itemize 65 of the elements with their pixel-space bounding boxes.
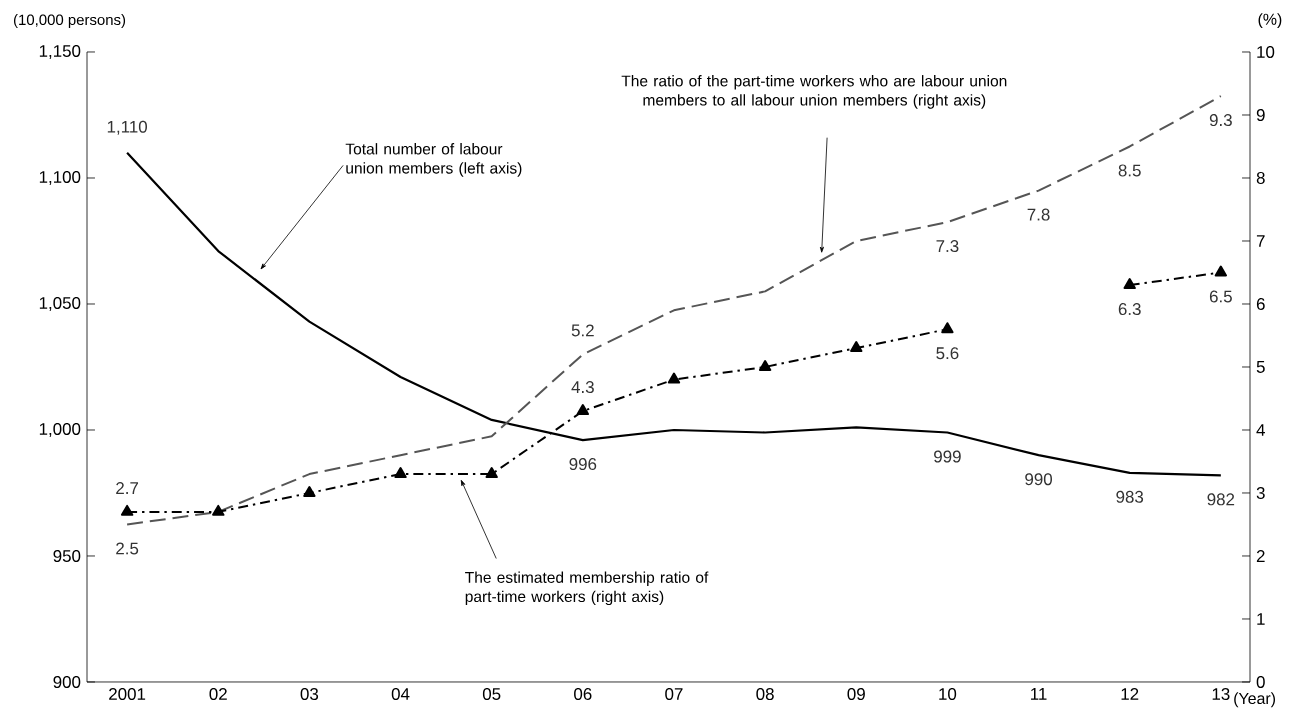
x-tick-label: 07 — [665, 687, 683, 700]
y-tick-label: 1,050 — [39, 296, 81, 311]
point — [850, 341, 863, 352]
y-axis-title: (10,000 persons) — [13, 14, 126, 28]
x-tick-label: 10 — [939, 687, 957, 700]
point — [212, 504, 225, 516]
point — [1123, 278, 1136, 289]
point — [576, 404, 590, 415]
y2-axis-title: (%) — [1258, 13, 1282, 28]
data-label: 996 — [569, 457, 597, 470]
data-label: 982 — [1207, 493, 1235, 506]
data-label: 6.3 — [1118, 303, 1141, 315]
point — [485, 467, 498, 478]
y2-tick-label: 10 — [1257, 45, 1275, 58]
annotation: The ratio of the part-time workers who are labour union members to all labour union members (right axis) — [621, 74, 1007, 109]
y2-tick-label: 5 — [1256, 360, 1265, 373]
data-label: 5.2 — [571, 324, 594, 337]
data-label: 5.6 — [936, 347, 959, 360]
data-label: 2.7 — [116, 481, 139, 494]
point — [1214, 265, 1228, 277]
data-label: 8.5 — [1118, 164, 1141, 177]
data-label: 6.5 — [1209, 290, 1232, 303]
data-label: 999 — [934, 450, 961, 463]
point — [394, 467, 407, 478]
data-label: 7.3 — [936, 240, 959, 252]
y2-tick-label: 6 — [1256, 297, 1265, 310]
y2-tick-label: 1 — [1257, 613, 1265, 625]
data-label: 9.3 — [1209, 114, 1232, 126]
x-tick-label: 03 — [300, 687, 319, 700]
x-axis-title: (Year) — [1234, 692, 1276, 708]
y-tick-label: 900 — [53, 675, 81, 688]
x-tick-label: 13 — [1212, 687, 1230, 700]
y-tick-label: 1,000 — [39, 422, 81, 437]
y-tick-label: 950 — [53, 549, 81, 562]
point — [120, 504, 134, 516]
point — [303, 485, 316, 497]
x-tick-label: 11 — [1031, 687, 1047, 700]
x-tick-label: 06 — [574, 687, 592, 700]
y2-tick-label: 0 — [1256, 675, 1265, 688]
x-tick-label: 04 — [391, 687, 410, 700]
x-tick-label: 02 — [209, 687, 227, 700]
y2-tick-label: 3 — [1256, 486, 1265, 499]
data-label: 990 — [1025, 473, 1052, 486]
data-label: 7.8 — [1027, 208, 1050, 221]
annotation: Total number of labour union members (left axis) — [345, 143, 522, 177]
x-tick-label: 08 — [756, 687, 774, 700]
annotation: The estimated membership ratio of part-time workers (right axis) — [465, 571, 709, 606]
x-tick-label: 2001 — [109, 687, 146, 700]
y2-tick-label: 2 — [1256, 549, 1265, 562]
x-tick-label: 05 — [482, 687, 501, 700]
data-label: 1,110 — [107, 120, 147, 135]
data-label: 2.5 — [116, 542, 139, 555]
y2-tick-label: 4 — [1256, 424, 1265, 436]
y-tick-label: 1,150 — [39, 44, 81, 59]
data-label: 983 — [1116, 490, 1144, 503]
x-tick-label: 09 — [847, 687, 865, 700]
point — [758, 359, 772, 371]
x-tick-label: 12 — [1121, 687, 1139, 700]
y2-tick-label: 9 — [1256, 108, 1265, 121]
y2-tick-label: 7 — [1256, 235, 1265, 247]
y2-tick-label: 8 — [1256, 171, 1265, 184]
point — [941, 322, 954, 334]
data-label: 4.3 — [571, 381, 594, 393]
y-tick-label: 1,100 — [39, 170, 81, 185]
point — [667, 372, 681, 384]
